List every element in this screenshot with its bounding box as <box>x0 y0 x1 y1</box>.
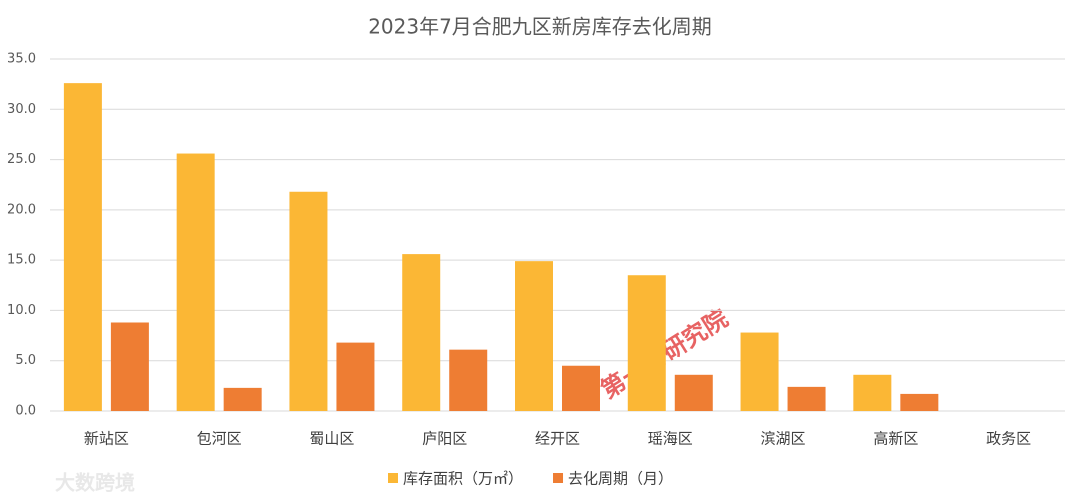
bar <box>110 322 149 411</box>
legend-swatch <box>553 473 564 483</box>
legend-label: 去化周期（月） <box>568 470 673 488</box>
x-tick-label: 包河区 <box>197 430 242 448</box>
bar <box>176 153 215 411</box>
y-tick-label: 15.0 <box>7 253 36 268</box>
bar <box>853 374 892 411</box>
bar <box>627 275 666 411</box>
x-tick-label: 滨湖区 <box>761 430 806 448</box>
y-tick-label: 35.0 <box>7 52 36 67</box>
x-tick-label: 经开区 <box>535 430 580 448</box>
bar <box>336 342 375 411</box>
y-tick-label: 25.0 <box>7 152 36 167</box>
bar <box>674 374 713 411</box>
bar <box>515 261 553 411</box>
y-tick-label: 0.0 <box>15 404 36 419</box>
bar <box>63 83 102 411</box>
bar <box>449 349 488 411</box>
x-tick-label: 高新区 <box>873 430 918 448</box>
chart-title: 2023年7月合肥九区新房库存去化周期 <box>368 15 712 39</box>
watermark: 大数跨境 <box>55 471 135 495</box>
bar <box>289 191 328 411</box>
bar <box>223 387 262 411</box>
x-tick-label: 新站区 <box>84 430 129 448</box>
bar <box>402 254 441 411</box>
x-tick-label: 庐阳区 <box>422 430 467 448</box>
bar <box>562 365 600 411</box>
x-tick-label: 瑶海区 <box>648 430 693 448</box>
x-tick-label: 政务区 <box>986 430 1031 448</box>
y-tick-label: 5.0 <box>15 353 36 368</box>
legend-swatch <box>388 473 398 483</box>
x-tick-label: 蜀山区 <box>309 430 354 448</box>
y-tick-label: 10.0 <box>7 303 36 318</box>
y-tick-label: 30.0 <box>7 102 36 117</box>
legend-label: 库存面积（万㎡） <box>403 470 523 488</box>
y-tick-label: 20.0 <box>7 202 36 217</box>
bar <box>900 393 939 411</box>
bar <box>787 386 826 411</box>
bar <box>740 332 779 411</box>
